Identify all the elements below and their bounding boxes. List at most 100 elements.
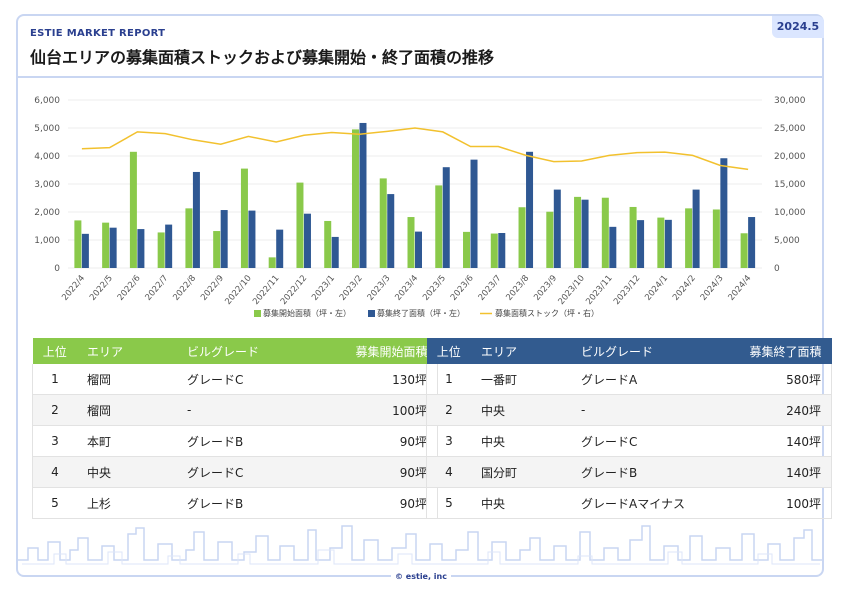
area-cell: 榴岡 — [77, 394, 187, 426]
bar-start — [435, 185, 443, 268]
bar-end — [359, 122, 367, 269]
grade-cell: グレードC — [187, 364, 327, 395]
grade-cell: グレードB — [187, 487, 327, 519]
bar-start — [324, 220, 332, 268]
area-cell: 本町 — [77, 425, 187, 457]
bar-end — [442, 167, 450, 268]
bar-start — [213, 231, 221, 268]
bar-end — [637, 220, 645, 268]
x-tick-label: 2023/11 — [584, 274, 614, 307]
rank-cell: 5 — [426, 487, 471, 519]
grade-cell: グレードB — [581, 456, 721, 488]
legend-label: 募集開始面積（坪・左） — [263, 308, 351, 318]
value-cell: 130坪 — [327, 364, 438, 395]
x-tick-label: 2023/1 — [310, 274, 337, 303]
rank-cell: 3 — [426, 425, 471, 457]
y-left-tick-label: 1,000 — [34, 236, 60, 246]
bar-end — [581, 199, 589, 268]
bar-start — [740, 233, 748, 268]
bar-start — [157, 232, 165, 268]
bar-start — [518, 207, 526, 268]
area-cell: 上杉 — [77, 487, 187, 519]
y-left-tick-label: 6,000 — [34, 96, 60, 106]
grade-cell: - — [187, 394, 327, 426]
area-cell: 榴岡 — [77, 364, 187, 395]
value-cell: 100坪 — [327, 394, 438, 426]
area-cell: 中央 — [471, 425, 581, 457]
table-row: 2 中央 -240坪 — [426, 394, 832, 426]
area-cell: 国分町 — [471, 456, 581, 488]
legend-label: 募集面積ストック（坪・右） — [495, 308, 599, 318]
x-tick-label: 2023/4 — [393, 274, 420, 303]
x-tick-label: 2022/10 — [223, 274, 253, 307]
bar-start — [685, 208, 693, 268]
bar-end — [748, 217, 756, 268]
y-right-tick-label: 15,000 — [774, 180, 806, 190]
y-left-tick-label: 0 — [54, 264, 60, 274]
table-header-row: 上位 エリア ビルグレード 募集開始面積 — [32, 338, 438, 364]
rank-cell: 5 — [32, 487, 77, 519]
x-tick-label: 2023/3 — [366, 274, 393, 303]
bar-start — [74, 220, 82, 268]
area-cell: 中央 — [471, 487, 581, 519]
grade-cell: グレードB — [187, 425, 327, 457]
value-cell: 100坪 — [721, 487, 832, 519]
stock-line — [81, 127, 749, 171]
table-row: 5 中央 グレードAマイナス 100坪 — [426, 487, 832, 519]
legend-label: 募集終了面積（坪・左） — [377, 308, 465, 318]
bar-start — [546, 211, 554, 268]
bar-start — [351, 129, 359, 268]
table-header-row: 上位 エリア ビルグレード 募集終了面積 — [426, 338, 832, 364]
grade-cell: グレードC — [187, 456, 327, 488]
bar-start — [240, 168, 248, 268]
y-right-tick-label: 5,000 — [774, 236, 800, 246]
bar-start — [657, 217, 665, 268]
bar-end — [387, 194, 395, 268]
x-tick-label: 2022/11 — [251, 274, 281, 307]
bar-end — [165, 224, 173, 268]
x-tick-label: 2023/7 — [477, 274, 504, 303]
bar-start — [129, 151, 137, 268]
y-left-tick-label: 4,000 — [34, 152, 60, 162]
bar-end — [720, 158, 728, 268]
x-tick-label: 2023/12 — [612, 274, 642, 307]
y-right-tick-label: 30,000 — [774, 96, 806, 106]
bar-start — [296, 182, 304, 268]
x-tick-label: 2022/9 — [199, 274, 226, 303]
value-cell: 140坪 — [721, 425, 832, 457]
end-area-ranking-table: 上位 エリア ビルグレード 募集終了面積 1 一番町 グレードA 580坪 2 中央 -2… — [426, 338, 832, 519]
grade-cell: グレードA — [581, 364, 721, 395]
area-cell: 中央 — [77, 456, 187, 488]
bar-end — [192, 171, 200, 268]
value-cell: 240坪 — [721, 394, 832, 426]
value-cell: 90坪 — [327, 487, 438, 519]
bar-end — [692, 189, 700, 268]
start-area-ranking-table: 上位 エリア ビルグレード 募集開始面積 1 榴岡 グレードC 130坪 2 榴岡 -10… — [32, 338, 438, 519]
header-start-area: 募集開始面積 — [327, 338, 438, 364]
legend-swatch — [368, 310, 375, 317]
bar-start — [490, 233, 498, 268]
x-tick-label: 2022/6 — [116, 274, 143, 303]
header-grade: ビルグレード — [187, 338, 327, 364]
table-row: 3 本町 グレードB 90坪 — [32, 425, 438, 457]
bar-start — [574, 196, 582, 268]
grade-cell: - — [581, 394, 721, 426]
copyright-text: © estie, inc — [391, 572, 451, 581]
x-tick-label: 2023/2 — [338, 274, 365, 303]
bar-end — [137, 229, 145, 268]
bar-end — [303, 213, 311, 268]
bar-end — [415, 231, 422, 268]
table-row: 1 一番町 グレードA 580坪 — [426, 364, 832, 395]
header-area: エリア — [77, 338, 187, 364]
value-cell: 90坪 — [327, 456, 438, 488]
y-right-tick-label: 25,000 — [774, 124, 806, 134]
y-right-tick-label: 0 — [774, 264, 780, 274]
bar-end — [331, 236, 339, 268]
header-end-area: 募集終了面積 — [721, 338, 832, 364]
bar-end — [609, 226, 617, 268]
bar-end — [526, 151, 534, 268]
value-cell: 580坪 — [721, 364, 832, 395]
bar-start — [601, 197, 609, 268]
area-cell: 一番町 — [471, 364, 581, 395]
header-grade: ビルグレード — [581, 338, 721, 364]
